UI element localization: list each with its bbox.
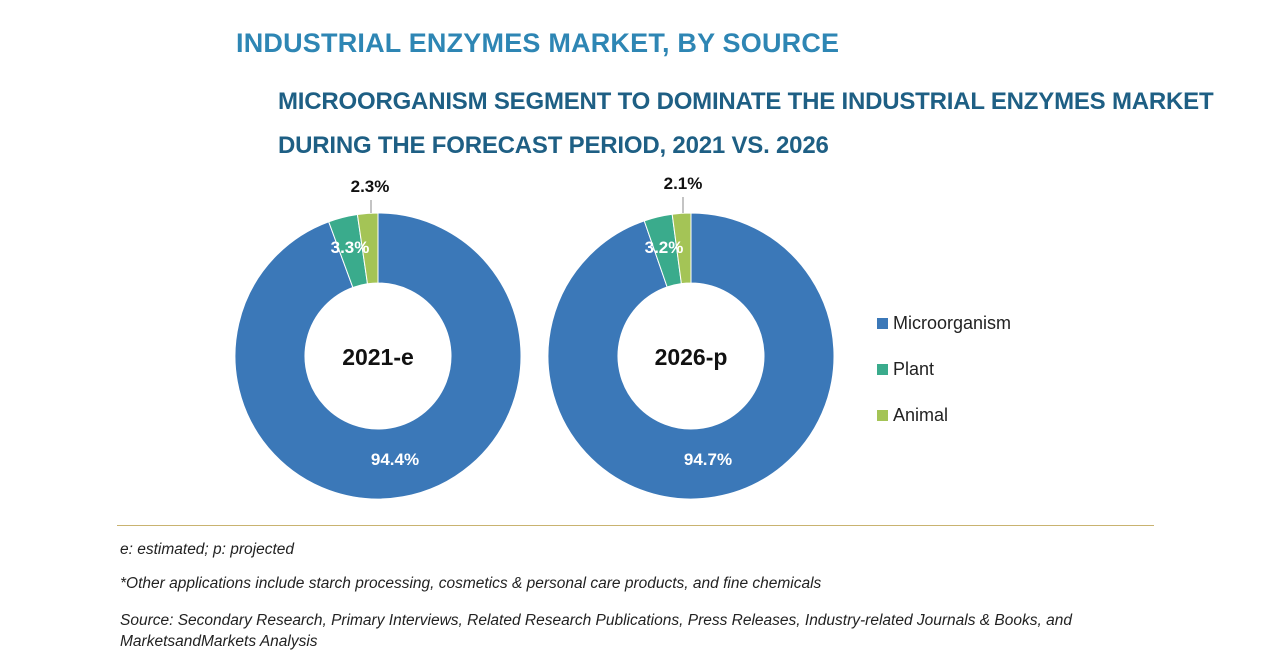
donut-1-label-microorganism: 94.4% xyxy=(371,450,419,469)
donut-1-label-plant: 3.3% xyxy=(331,238,370,257)
footer-divider xyxy=(117,525,1154,526)
subtitle-line-2: DURING THE FORECAST PERIOD, 2021 VS. 202… xyxy=(278,132,829,159)
legend-item-microorganism: Microorganism xyxy=(877,312,1011,335)
donut-2-label-plant: 3.2% xyxy=(645,238,684,257)
legend-label-animal: Animal xyxy=(893,405,949,425)
chart-legend: Microorganism Plant Animal xyxy=(877,312,1011,450)
donut-2-slice-animal xyxy=(671,212,692,285)
legend-label-plant: Plant xyxy=(893,359,935,379)
donut-1-slice-microorganism xyxy=(234,212,522,500)
donut-1-slice-animal xyxy=(356,212,379,285)
donut-2-label-microorganism: 94.7% xyxy=(684,450,732,469)
legend-swatch-plant xyxy=(877,364,888,375)
legend-item-plant: Plant xyxy=(877,358,1011,381)
donut-1-center-label: 2021-e xyxy=(342,344,414,370)
donut-2-label-animal: 2.1% xyxy=(664,174,703,193)
donut-1-label-animal: 2.3% xyxy=(351,177,390,196)
legend-item-animal: Animal xyxy=(877,404,1011,427)
footnote-other-applications: *Other applications include starch proce… xyxy=(120,575,822,592)
chart-subtitle: MICROORGANISM SEGMENT TO DOMINATE THE IN… xyxy=(278,80,1214,168)
subtitle-line-1: MICROORGANISM SEGMENT TO DOMINATE THE IN… xyxy=(278,88,1214,115)
donut-charts: 94.4% 3.3% 2.3% 2021-e 94.7% 3.2% 2.1% 2026-p xyxy=(234,174,835,500)
donut-2-center-label: 2026-p xyxy=(655,344,728,370)
legend-swatch-animal xyxy=(877,410,888,421)
legend-swatch-microorganism xyxy=(877,318,888,329)
footnote-source: Source: Secondary Research, Primary Inte… xyxy=(120,612,1072,650)
chart-title: INDUSTRIAL ENZYMES MARKET, BY SOURCE xyxy=(236,28,840,58)
donut-2-slice-microorganism xyxy=(547,212,835,500)
legend-label-microorganism: Microorganism xyxy=(893,313,1012,333)
footnote-abbreviations: e: estimated; p: projected xyxy=(120,541,295,558)
